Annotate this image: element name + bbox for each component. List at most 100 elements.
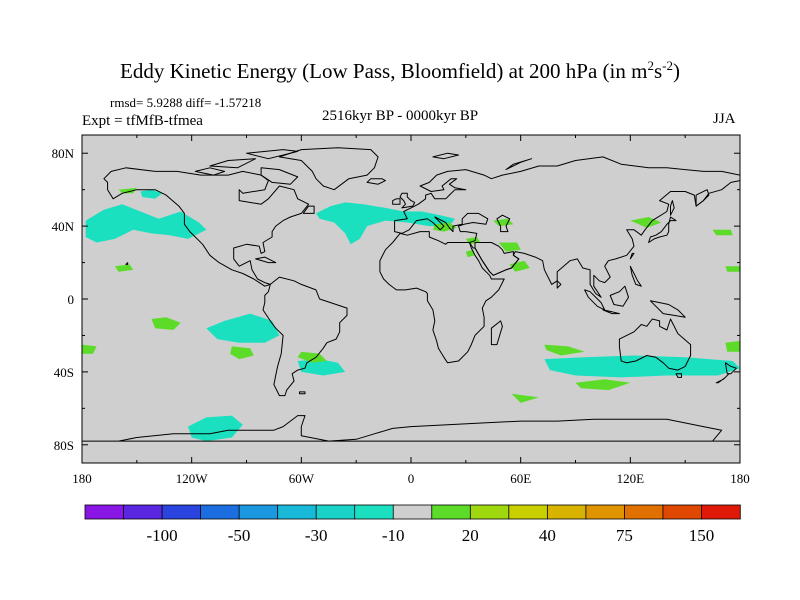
region-sw-pacific-green — [725, 340, 740, 352]
coastline-tasmania — [675, 373, 682, 378]
coastline-ellesmere — [246, 149, 299, 160]
colorbar-swatch — [123, 504, 163, 520]
region-east-atlantic-south-cyan — [297, 359, 346, 376]
colorbar-swatch — [238, 504, 279, 520]
coastline-new-zealand-south — [715, 373, 730, 384]
lon-label: 180 — [730, 471, 750, 486]
region-north-pacific-cyan — [85, 204, 207, 243]
coastline-taiwan — [629, 252, 635, 260]
region-south-pacific-cyan — [188, 415, 243, 442]
coastline-new-guinea — [649, 300, 686, 318]
coastline-sri-lanka — [556, 280, 562, 289]
colorbar-swatch — [508, 504, 549, 520]
region-tropical-pacific-green — [151, 317, 181, 330]
coastlines — [82, 147, 740, 442]
region-south-pacific-green — [230, 346, 254, 360]
anomaly-regions — [82, 187, 740, 442]
lon-label: 60E — [510, 471, 531, 486]
coastline-cuba — [255, 256, 277, 264]
lon-label: 120W — [176, 471, 209, 486]
region-west-pacific-green — [725, 266, 740, 272]
coastline-ireland — [392, 198, 401, 205]
region-north-pacific-green — [114, 264, 134, 272]
coastline-borneo — [609, 285, 629, 307]
colorbar-label: 20 — [462, 526, 479, 545]
coastline-australia — [618, 318, 692, 371]
region-gulf-of-alaska-green — [118, 187, 137, 194]
coastline-antarctica — [82, 415, 740, 442]
coastline-new-zealand — [724, 362, 737, 375]
colorbar-label: 150 — [689, 526, 715, 545]
map-axes: 80N 40N 0 40S 80S 180 120W 60W 0 60E 120E 180 — [52, 135, 750, 486]
colorbar-swatch — [585, 504, 626, 520]
region-north-atlantic-cyan — [316, 202, 455, 245]
colorbar-swatch — [277, 504, 317, 520]
season-label: JJA — [713, 111, 736, 127]
lat-label: 80S — [54, 438, 74, 453]
coastline-greenland — [278, 147, 379, 191]
region-pacific-east-green — [712, 229, 733, 236]
region-south-indian-green — [544, 344, 585, 356]
colorbar-swatch — [354, 504, 394, 520]
coastline-victoria-island — [194, 167, 226, 176]
experiment-label: Expt = tfMfB-tfmea — [82, 113, 203, 129]
lat-label: 40N — [52, 219, 75, 234]
region-gulf-of-alaska-cyan — [140, 189, 163, 199]
colorbar-label: 40 — [539, 526, 556, 545]
region-middle-east-green — [498, 242, 521, 252]
coastline-eurasia — [394, 156, 740, 298]
coastline-canadian-arctic — [209, 158, 257, 169]
colorbar-swatch — [315, 504, 356, 520]
region-australia-south-cyan — [544, 355, 740, 378]
coastline-africa — [379, 231, 505, 364]
region-central-pacific-cyan — [206, 313, 280, 343]
colorbar-swatch — [546, 504, 587, 520]
colorbar: -100 -50 -30 -10 20 40 75 150 — [84, 504, 741, 545]
coastline-north-america — [103, 167, 310, 287]
coastline-britain — [399, 192, 416, 209]
colorbar-swatch — [662, 504, 703, 520]
coastline-japan — [648, 216, 677, 243]
region-tasman-green — [511, 393, 539, 403]
coastline-baffin — [260, 167, 299, 185]
region-south-atlantic-green — [297, 351, 327, 363]
coastline-madagascar — [490, 320, 503, 346]
coastline-sakhalin — [670, 200, 675, 216]
colorbar-label: -50 — [228, 526, 251, 545]
lon-label: 0 — [408, 471, 415, 486]
coastline-south-america — [262, 276, 348, 397]
lon-label: 180 — [72, 471, 92, 486]
coastline-kamchatka — [695, 189, 710, 207]
lat-label: 80N — [52, 146, 75, 161]
colorbar-label: -10 — [382, 526, 405, 545]
map-title: Eddy Kinetic Energy (Low Pass, Bloomfiel… — [120, 58, 680, 83]
colorbar-swatch — [624, 504, 664, 520]
colorbar-label: -30 — [305, 526, 328, 545]
coastline-newfoundland — [302, 205, 315, 214]
coastline-hawaii — [125, 262, 129, 265]
period-label: 2516kyr BP - 0000kyr BP — [321, 108, 479, 124]
colorbar-swatch — [200, 504, 240, 520]
statistics-text: rmsd= 5.9288 diff= -1.57218 — [110, 95, 262, 110]
coastline-caspian — [496, 214, 511, 233]
lat-label: 40S — [54, 365, 74, 380]
colorbar-swatch — [161, 504, 202, 520]
colorbar-swatch — [431, 504, 471, 520]
lat-label: 0 — [68, 292, 75, 307]
colorbar-swatch — [469, 504, 510, 520]
coastline-falklands — [299, 391, 306, 395]
coastline-arabia — [474, 242, 520, 276]
colorbar-swatch — [701, 504, 741, 520]
colorbar-label: 75 — [616, 526, 633, 545]
coastline-iceland — [366, 178, 386, 185]
coastline-java — [602, 309, 620, 315]
lon-label: 60W — [289, 471, 315, 486]
coastline-svalbard — [432, 152, 459, 160]
colorbar-swatch — [84, 504, 125, 520]
region-east-pacific-green — [82, 344, 97, 354]
coastline-philippines — [629, 265, 642, 287]
map-background — [82, 135, 740, 463]
colorbar-label: -100 — [147, 526, 178, 545]
colorbar-swatch — [392, 504, 433, 520]
